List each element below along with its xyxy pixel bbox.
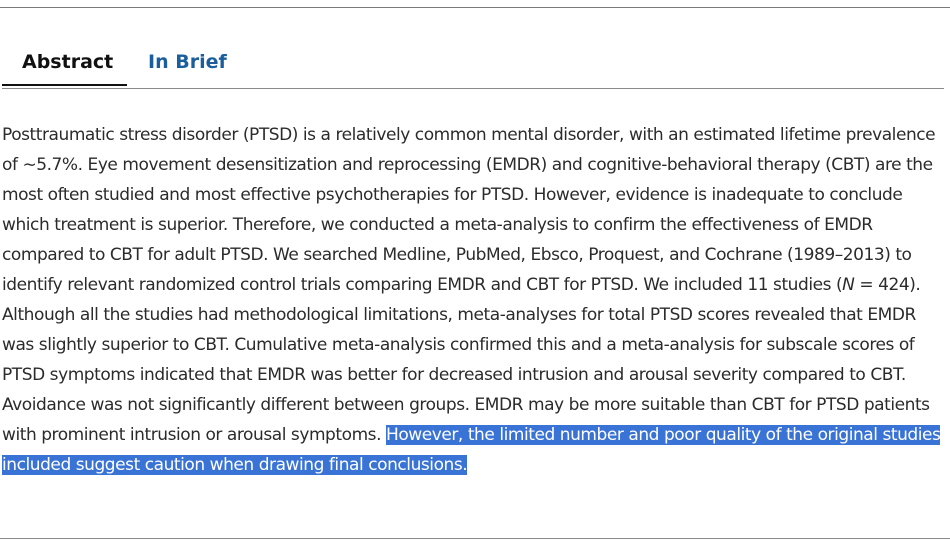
tab-bar: Abstract In Brief <box>2 40 944 89</box>
bottom-divider <box>0 538 950 539</box>
abstract-text-part-1: Posttraumatic stress disorder (PTSD) is … <box>2 125 936 295</box>
abstract-text: Posttraumatic stress disorder (PTSD) is … <box>2 120 946 480</box>
tab-in-brief[interactable]: In Brief <box>148 51 227 73</box>
sample-size-symbol: N <box>842 275 855 295</box>
top-divider <box>0 7 950 8</box>
abstract-text-part-2: = 424). Although all the studies had met… <box>2 275 930 445</box>
tab-abstract[interactable]: Abstract <box>2 40 127 86</box>
